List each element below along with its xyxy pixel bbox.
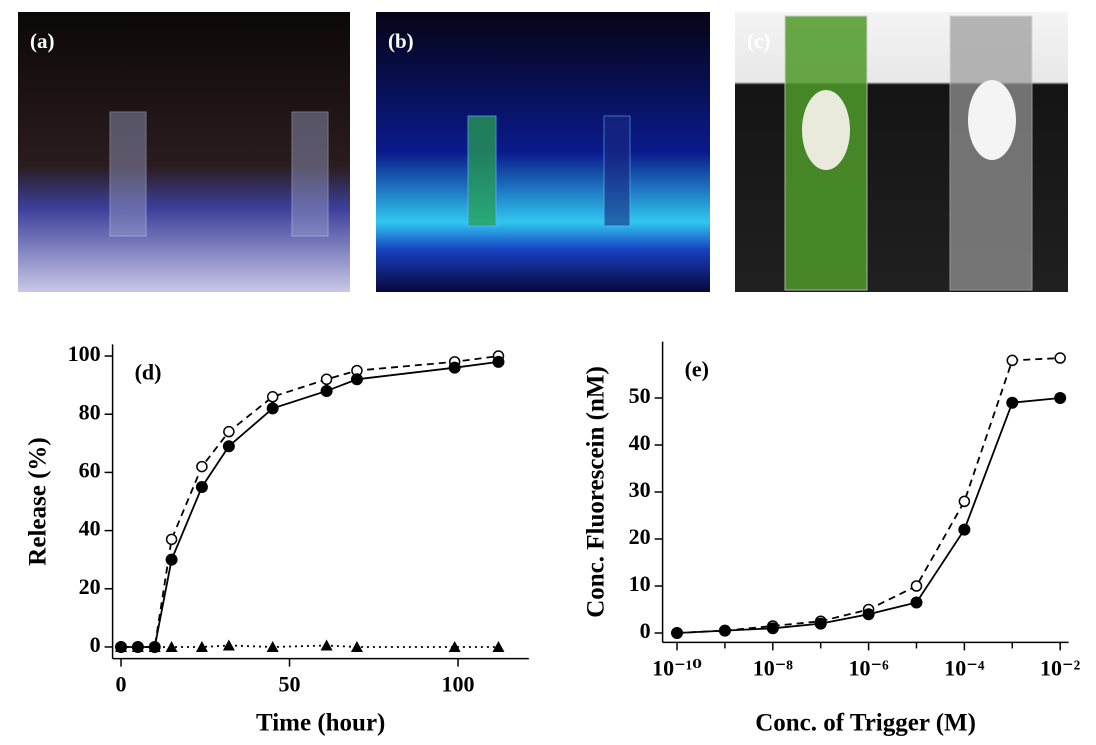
cuvette	[110, 112, 146, 236]
x-tick-label: 50	[279, 672, 301, 697]
y-axis-title: Release (%)	[25, 437, 52, 565]
y-tick-label: 100	[68, 341, 101, 366]
y-tick-label: 10	[629, 571, 651, 596]
marker	[223, 440, 235, 452]
marker	[815, 618, 827, 630]
panel-annotation: (d)	[135, 359, 162, 384]
panel-label: (c)	[747, 29, 770, 53]
photo-b: (b)	[376, 12, 710, 292]
marker	[1007, 355, 1017, 365]
y-tick-label: 40	[79, 516, 101, 541]
series-line	[677, 358, 1060, 633]
x-tick-label: 10⁻²	[1040, 655, 1081, 680]
marker	[351, 373, 363, 385]
marker	[719, 625, 731, 637]
photo-a: (a)	[18, 12, 350, 292]
marker	[224, 427, 234, 437]
marker	[197, 462, 207, 472]
marker	[863, 608, 875, 620]
y-tick-label: 0	[640, 618, 651, 643]
marker	[1055, 353, 1065, 363]
y-tick-label: 30	[629, 477, 651, 502]
x-tick-label: 10⁻⁶	[848, 655, 889, 680]
cuvette	[468, 116, 496, 226]
marker	[449, 362, 461, 374]
marker	[166, 554, 178, 566]
x-tick-label: 10⁻⁴	[944, 655, 985, 680]
panel-annotation: (e)	[685, 357, 709, 382]
marker	[959, 496, 969, 506]
marker	[1006, 397, 1018, 409]
series-line	[677, 398, 1060, 633]
panel-label: (a)	[30, 29, 55, 53]
marker	[167, 534, 177, 544]
marker	[321, 640, 333, 651]
x-tick-label: 10⁻¹⁰	[652, 655, 702, 680]
marker	[267, 641, 279, 652]
marker	[492, 356, 504, 368]
marker	[958, 524, 970, 536]
photo-c: (c)	[735, 12, 1068, 292]
marker	[321, 385, 333, 397]
cuvette	[292, 112, 328, 236]
sample	[802, 90, 850, 170]
marker	[1054, 392, 1066, 404]
x-tick-label: 0	[116, 672, 127, 697]
x-axis-title: Conc. of Trigger (M)	[755, 710, 976, 737]
series-line	[121, 646, 498, 647]
marker	[767, 622, 779, 634]
cuvette	[604, 116, 630, 226]
series-line	[121, 356, 498, 647]
y-tick-label: 50	[629, 383, 651, 408]
y-tick-label: 60	[79, 457, 101, 482]
y-tick-label: 80	[79, 399, 101, 424]
x-tick-label: 100	[442, 672, 475, 697]
marker	[268, 392, 278, 402]
marker	[911, 581, 921, 591]
y-axis-title: Conc. Fluorescein (nM)	[583, 366, 610, 618]
photo-background	[376, 12, 710, 292]
marker	[322, 374, 332, 384]
marker	[910, 596, 922, 608]
panel-label: (b)	[388, 29, 414, 53]
y-tick-label: 20	[629, 524, 651, 549]
marker	[671, 627, 683, 639]
marker	[267, 402, 279, 414]
figure: (a) (b) (c) 020406080100050100Time (hour…	[0, 0, 1096, 745]
x-tick-label: 10⁻⁸	[753, 655, 794, 680]
y-tick-label: 0	[90, 632, 101, 657]
x-axis-title: Time (hour)	[256, 710, 385, 737]
sample	[968, 80, 1016, 160]
y-tick-label: 40	[629, 430, 651, 455]
marker	[196, 481, 208, 493]
y-tick-label: 20	[79, 574, 101, 599]
series-line	[121, 362, 498, 647]
